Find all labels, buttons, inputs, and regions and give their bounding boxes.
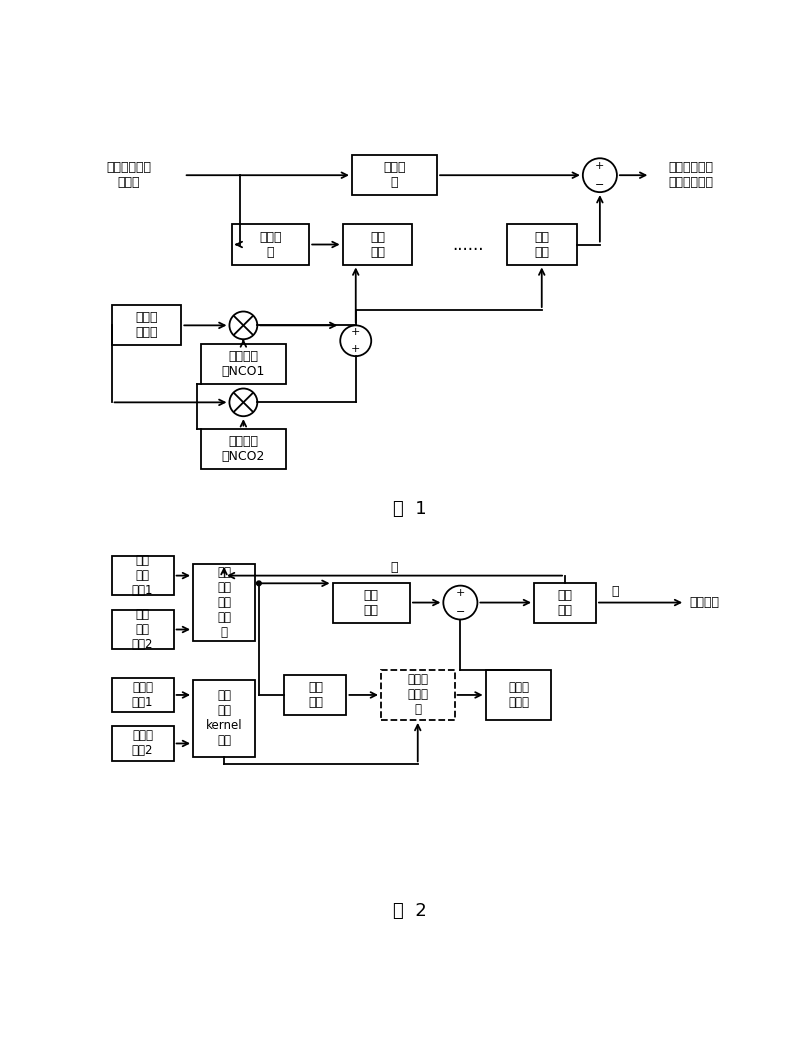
- Text: 是: 是: [612, 585, 619, 599]
- Text: ......: ......: [452, 236, 484, 253]
- Text: 加长
的核
kernel
波形: 加长 的核 kernel 波形: [206, 689, 242, 747]
- Bar: [112, 678, 174, 712]
- Bar: [534, 583, 596, 623]
- Bar: [193, 680, 255, 756]
- Text: 多载波合路时
域信号: 多载波合路时 域信号: [106, 162, 151, 189]
- Bar: [112, 726, 174, 760]
- Text: 中频通道: 中频通道: [689, 596, 719, 609]
- Bar: [352, 155, 437, 195]
- Text: 否: 否: [390, 561, 398, 575]
- Bar: [285, 675, 346, 715]
- Text: 预畸变
系数1: 预畸变 系数1: [132, 681, 154, 709]
- Text: 峰值
检测: 峰值 检测: [308, 681, 323, 709]
- Text: 源滤波
器系数: 源滤波 器系数: [135, 312, 158, 339]
- Bar: [507, 224, 577, 265]
- Bar: [201, 429, 286, 468]
- Bar: [333, 583, 410, 623]
- Bar: [112, 610, 174, 649]
- Text: 处理延
时: 处理延 时: [383, 162, 406, 189]
- Text: +: +: [351, 328, 361, 337]
- Bar: [201, 344, 286, 384]
- Circle shape: [230, 388, 258, 416]
- Text: 前波后多载波
合路时域信号: 前波后多载波 合路时域信号: [669, 162, 714, 189]
- Text: −: −: [456, 607, 465, 616]
- Text: 基带
频域
信号1: 基带 频域 信号1: [132, 554, 154, 597]
- Text: 匹配
滤波: 匹配 滤波: [534, 231, 550, 259]
- Bar: [193, 564, 255, 641]
- Text: 截取类
脉冲信
号: 截取类 脉冲信 号: [407, 674, 428, 717]
- Text: 匹配
滤波: 匹配 滤波: [370, 231, 385, 259]
- Text: 指标
评价: 指标 评价: [558, 588, 573, 616]
- Bar: [112, 556, 174, 595]
- Text: +: +: [351, 344, 361, 355]
- Text: 数控振荡
器NCO1: 数控振荡 器NCO1: [222, 349, 265, 378]
- Text: +: +: [456, 588, 465, 599]
- Bar: [342, 224, 412, 265]
- Bar: [486, 670, 551, 720]
- Text: 预畸变
系数2: 预畸变 系数2: [132, 729, 154, 757]
- Text: 处理
延时: 处理 延时: [364, 588, 378, 616]
- Circle shape: [583, 159, 617, 192]
- Circle shape: [340, 325, 371, 356]
- Text: 数控振荡
器NCO2: 数控振荡 器NCO2: [222, 435, 265, 462]
- Text: 多载
波合
路通
道信
号: 多载 波合 路通 道信 号: [217, 566, 231, 639]
- Bar: [381, 670, 454, 720]
- Text: 图  1: 图 1: [393, 500, 427, 517]
- Bar: [112, 306, 182, 345]
- Text: 基带
频域
信号2: 基带 频域 信号2: [132, 608, 154, 651]
- Text: 提取噪
声: 提取噪 声: [259, 231, 282, 259]
- Text: +: +: [595, 161, 605, 171]
- Circle shape: [230, 312, 258, 339]
- Circle shape: [443, 585, 478, 620]
- Text: 图  2: 图 2: [393, 901, 427, 920]
- Text: 对消噪
声计算: 对消噪 声计算: [508, 681, 529, 709]
- Circle shape: [257, 581, 261, 585]
- Text: −: −: [595, 179, 605, 190]
- Bar: [232, 224, 310, 265]
